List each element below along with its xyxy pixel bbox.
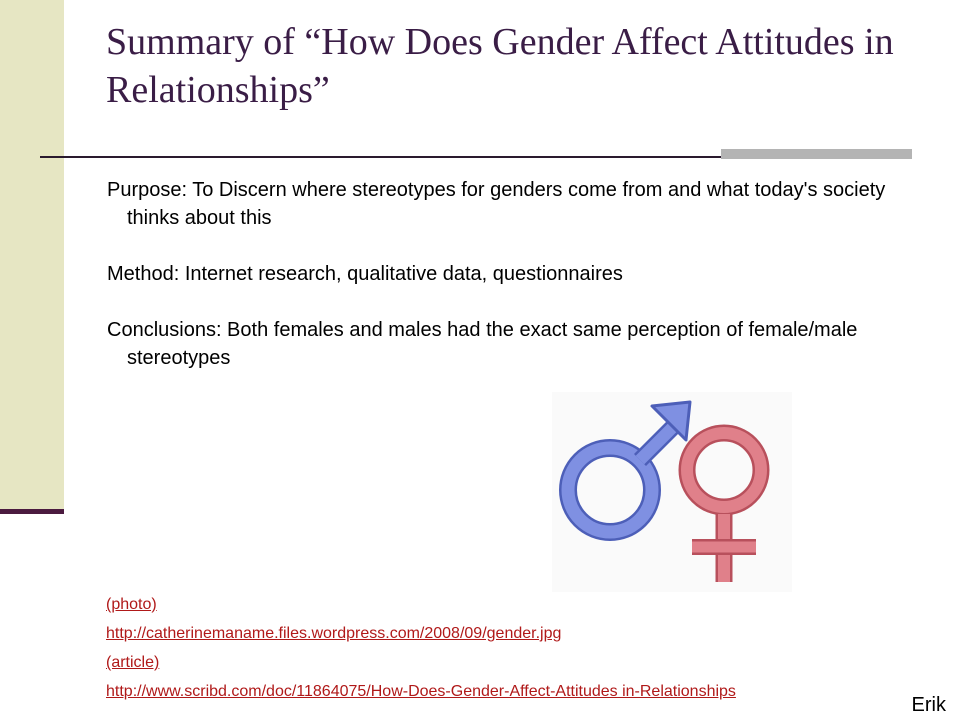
sidebar-band [0,0,64,510]
article-link-label[interactable]: (article) [106,654,160,671]
title-divider [40,156,912,158]
author-name: Erik [911,694,946,716]
article-url-link[interactable]: http://www.scribd.com/doc/11864075/How-D… [106,683,736,700]
divider-accent [721,149,912,159]
references: (photo) http://catherinemaname.files.wor… [106,590,736,706]
purpose-text: Purpose: To Discern where stereotypes fo… [107,179,886,229]
gender-symbols-svg [559,400,770,582]
photo-url-link[interactable]: http://catherinemaname.files.wordpress.c… [106,625,562,642]
slide-title: Summary of “How Does Gender Affect Attit… [106,21,894,111]
slide-body: Purpose: To Discern where stereotypes fo… [107,176,907,400]
conclusions-text: Conclusions: Both females and males had … [107,319,858,369]
photo-link-label[interactable]: (photo) [106,596,157,613]
female-symbol-icon [678,424,770,582]
male-symbol-icon [559,400,692,541]
gender-symbols-photo [552,392,792,592]
method-text: Method: Internet research, qualitative d… [107,263,623,285]
sidebar-underline [0,509,64,514]
